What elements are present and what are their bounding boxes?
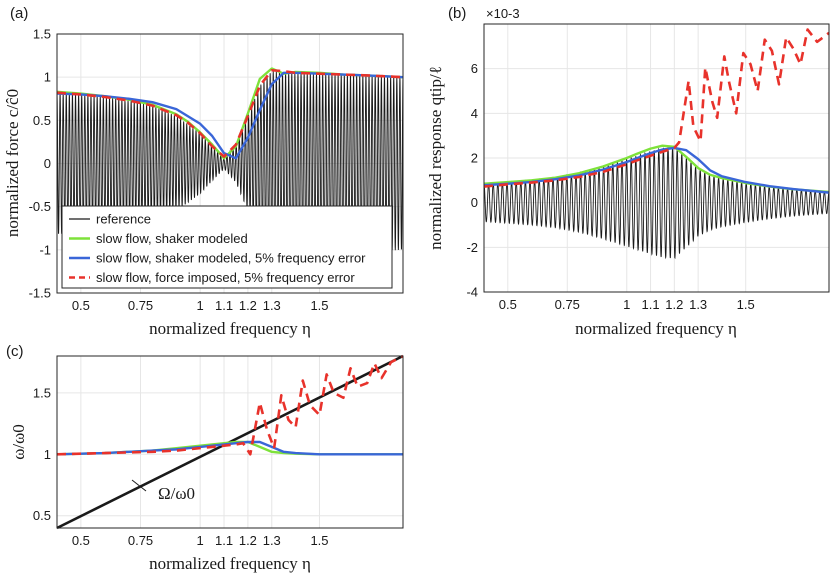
y-tick-label: 6 <box>471 61 478 76</box>
x-tick-label: 1 <box>623 297 630 312</box>
x-tick-label: 1.2 <box>239 533 257 548</box>
panel-a: (a) 0.5 0.75 1 1.1 1.2 1.3 1.5 -1.5 -1 -0.5 0 0.5 1 1… <box>3 5 404 338</box>
legend-entry: slow flow, shaker modeled, 5% frequency … <box>96 251 366 266</box>
legend-entry: slow flow, force imposed, 5% frequency e… <box>96 270 355 285</box>
y-tick-label: 0.5 <box>33 508 51 523</box>
x-tick-label: 1.3 <box>689 297 707 312</box>
panel-a-series <box>56 67 404 160</box>
y-tick-label: 1 <box>44 447 51 462</box>
panel-c-annotation-pointer <box>131 479 147 492</box>
reference-series <box>483 145 830 260</box>
force_imposed_error-series <box>483 28 830 188</box>
panel-c-ticks: 0.5 0.75 1 1.1 1.2 1.3 1.5 0.5 1 1.5 <box>33 385 329 548</box>
x-tick-label: 1 <box>197 298 204 313</box>
x-tick-label: 1.5 <box>310 533 328 548</box>
y-tick-label: 1.5 <box>33 385 51 400</box>
panel-c: (c) 0.5 0.75 1 1.1 1.2 1.3 1.5 0.5 1 1.5 Ω/ω0 nor… <box>6 343 404 573</box>
x-tick-label: 1 <box>197 533 204 548</box>
y-tick-label: -4 <box>466 285 478 300</box>
y-tick-label: 0.5 <box>33 113 51 128</box>
y-tick-label: 0 <box>44 156 51 171</box>
shaker_modeled_error-series <box>483 146 830 194</box>
panel-b-series <box>483 28 830 194</box>
panel-a-ticks: 0.5 0.75 1 1.1 1.2 1.3 1.5 -1.5 -1 -0.5 0 0.5 1 1.5 <box>29 27 329 314</box>
panel-b-ticks: 0.5 0.75 1 1.1 1.2 1.3 1.5 -4 -2 0 2 4 6 <box>466 61 754 312</box>
y-tick-label: 1 <box>44 70 51 85</box>
panel-c-annotation: Ω/ω0 <box>158 484 195 503</box>
x-tick-label: 0.75 <box>555 297 580 312</box>
x-tick-label: 1.3 <box>263 533 281 548</box>
panel-b-reference-oscillation <box>483 145 830 260</box>
panel-b-exponent: ×10-3 <box>486 6 520 21</box>
y-tick-label: -2 <box>466 240 478 255</box>
x-tick-label: 1.1 <box>215 533 233 548</box>
force_imposed_error-series <box>56 354 404 456</box>
panel-c-label: (c) <box>6 343 24 360</box>
panel-a-frame <box>56 33 404 294</box>
y-tick-label: 4 <box>471 106 478 121</box>
panel-c-frame <box>56 355 404 529</box>
x-tick-label: 0.75 <box>128 298 153 313</box>
legend-entry: reference <box>96 212 151 227</box>
panel-b: (b) ×10-3 0.5 0.75 1 1.1 1.2 1.3 1.5 -4 -2 0 2 4 6 n… <box>426 5 830 338</box>
x-tick-label: 1.3 <box>263 298 281 313</box>
x-tick-label: 0.75 <box>128 533 153 548</box>
x-tick-label: 1.5 <box>310 298 328 313</box>
x-tick-label: 1.1 <box>215 298 233 313</box>
x-tick-label: 0.5 <box>72 533 90 548</box>
panel-b-label: (b) <box>448 5 466 22</box>
x-tick-label: 1.2 <box>665 297 683 312</box>
shaker_modeled-series <box>483 144 830 194</box>
force_imposed_error-series <box>56 68 404 158</box>
legend-entry: slow flow, shaker modeled <box>96 231 248 246</box>
x-tick-label: 1.2 <box>239 298 257 313</box>
panel-a-label: (a) <box>10 5 28 22</box>
panel-c-xlabel: normalized frequency η <box>149 554 311 573</box>
panel-a-ylabel: normalized force c/ĉ0 <box>3 89 22 237</box>
legend-box <box>61 205 393 289</box>
x-tick-label: 1.5 <box>737 297 755 312</box>
y-tick-label: -0.5 <box>29 199 51 214</box>
panel-b-xlabel: normalized frequency η <box>575 319 737 338</box>
x-tick-label: 0.5 <box>72 298 90 313</box>
y-tick-label: 1.5 <box>33 27 51 42</box>
shaker_modeled_error-series <box>56 440 403 456</box>
panel-c-series <box>56 354 404 530</box>
y-tick-label: 0 <box>471 195 478 210</box>
panel-a-xlabel: normalized frequency η <box>149 319 311 338</box>
panel-b-ylabel: normalized response qtip/ℓ <box>426 66 445 250</box>
panel-b-frame <box>483 23 830 293</box>
y-tick-label: -1 <box>39 242 51 257</box>
x-tick-label: 0.5 <box>499 297 517 312</box>
y-tick-label: -1.5 <box>29 286 51 301</box>
panel-c-ylabel: ω/ω0 <box>9 424 28 460</box>
y-tick-label: 2 <box>471 151 478 166</box>
panel-a-legend: reference slow flow, shaker modeled slow f… <box>61 205 393 289</box>
x-tick-label: 1.1 <box>642 297 660 312</box>
